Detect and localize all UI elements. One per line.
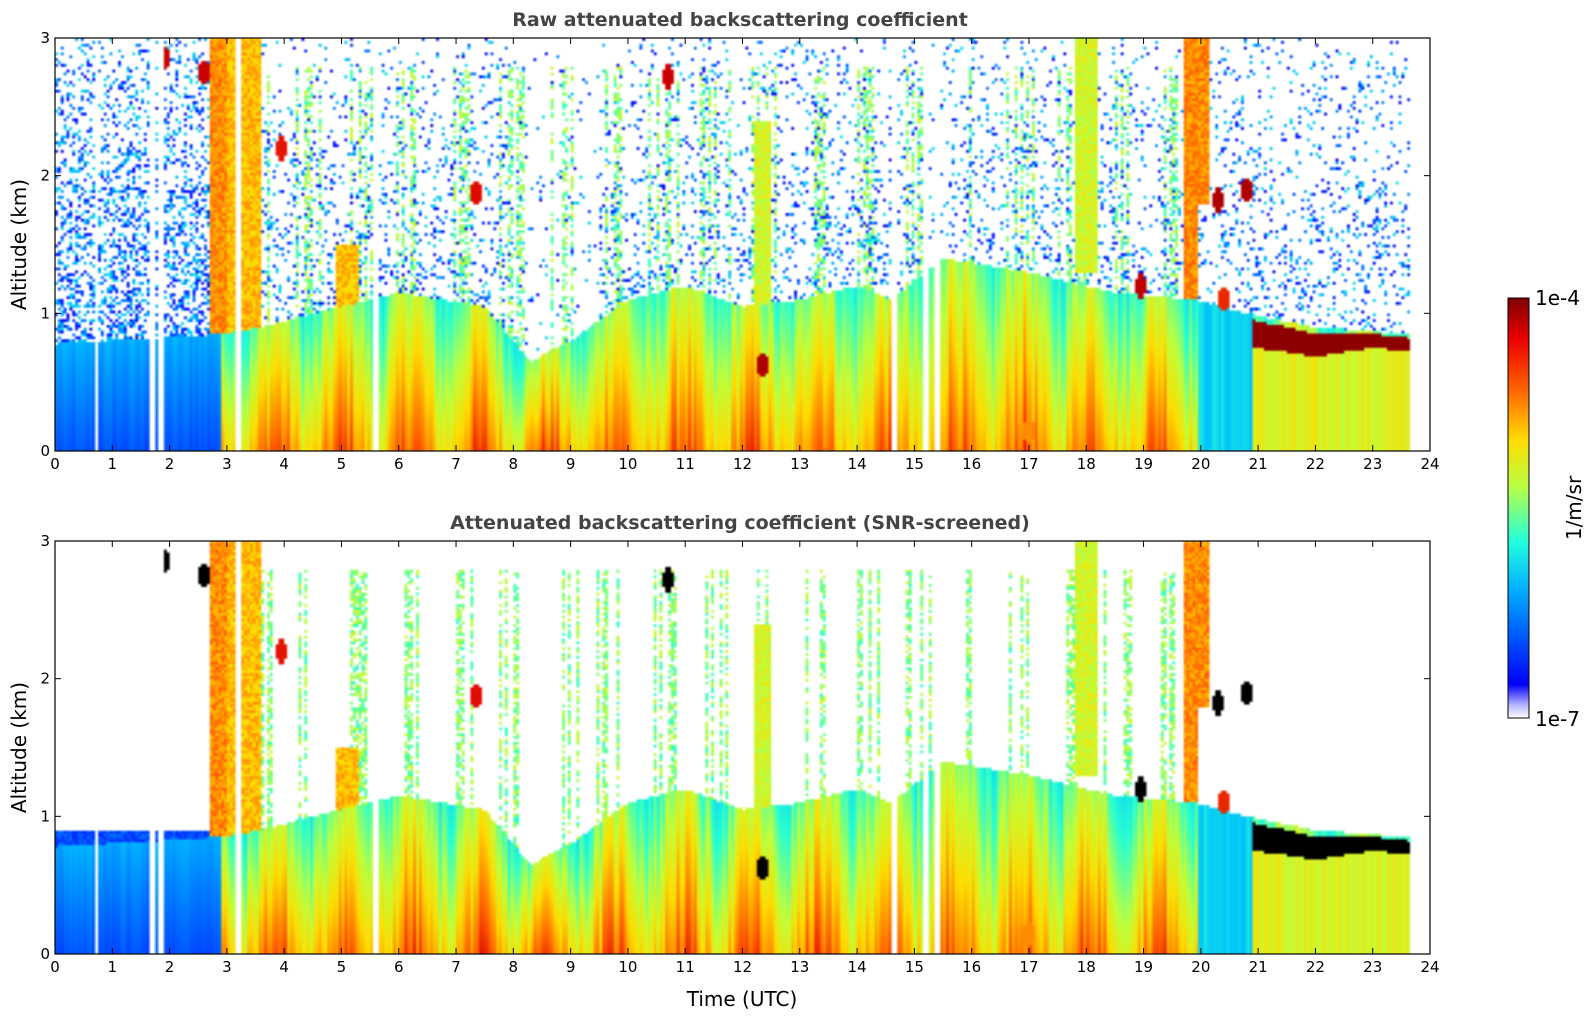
x-tick-label: 4 — [279, 455, 289, 473]
x-tick-label: 15 — [905, 958, 924, 976]
x-tick-label: 9 — [566, 455, 576, 473]
x-tick-label: 14 — [848, 958, 867, 976]
x-tick-label: 16 — [962, 958, 981, 976]
colorbar-min-label: 1e-7 — [1535, 707, 1580, 731]
x-tick-label: 17 — [1019, 958, 1038, 976]
x-tick-label: 12 — [733, 455, 752, 473]
panel-snr-backscatter: Attenuated backscattering coefficient (S… — [7, 512, 1440, 1011]
x-tick-label: 1 — [108, 958, 118, 976]
x-tick-label: 20 — [1191, 455, 1210, 473]
x-tick-label: 19 — [1134, 958, 1153, 976]
x-tick-label: 22 — [1306, 958, 1325, 976]
x-tick-label: 16 — [962, 455, 981, 473]
x-tick-label: 6 — [394, 958, 404, 976]
y-tick-label: 3 — [40, 532, 50, 550]
x-tick-label: 20 — [1191, 958, 1210, 976]
panel-snr-xlabel: Time (UTC) — [686, 987, 798, 1011]
x-tick-label: 1 — [108, 455, 118, 473]
panel-raw-backscatter: Raw attenuated backscattering coefficien… — [7, 9, 1440, 473]
x-tick-label: 24 — [1420, 958, 1439, 976]
x-tick-label: 4 — [279, 958, 289, 976]
x-tick-label: 15 — [905, 455, 924, 473]
x-tick-label: 0 — [50, 455, 60, 473]
x-tick-label: 22 — [1306, 455, 1325, 473]
x-tick-label: 5 — [337, 455, 347, 473]
x-tick-label: 10 — [618, 455, 637, 473]
panel-raw-ylabel: Altitude (km) — [7, 179, 31, 310]
colorbar-max-label: 1e-4 — [1535, 286, 1580, 310]
x-tick-label: 14 — [848, 455, 867, 473]
raw-backscatter-heatmap — [55, 38, 1430, 451]
x-tick-label: 13 — [790, 958, 809, 976]
x-tick-label: 3 — [222, 958, 232, 976]
x-tick-label: 2 — [165, 455, 175, 473]
y-tick-label: 1 — [40, 304, 50, 322]
x-tick-label: 8 — [509, 455, 519, 473]
panel-raw-axes: 0 1 2 3 4 5 6 7 8 9 10 11 12 13 14 15 16 17 18 19 20 21 22 23 24… — [40, 29, 1439, 473]
panel-raw-title: Raw attenuated backscattering coefficien… — [512, 9, 968, 31]
x-tick-label: 3 — [222, 455, 232, 473]
y-tick-label: 2 — [40, 670, 50, 688]
y-tick-label: 0 — [40, 945, 50, 963]
x-tick-label: 23 — [1363, 455, 1382, 473]
x-tick-label: 6 — [394, 455, 404, 473]
panel-snr-axes: 0 1 2 3 4 5 6 7 8 9 10 11 12 13 14 15 16 17 18 19 20 21 22 23 24… — [40, 532, 1439, 976]
x-tick-label: 18 — [1077, 455, 1096, 473]
x-tick-label: 5 — [337, 958, 347, 976]
y-tick-label: 1 — [40, 807, 50, 825]
x-tick-label: 11 — [676, 958, 695, 976]
x-tick-label: 13 — [790, 455, 809, 473]
x-tick-label: 24 — [1420, 455, 1439, 473]
x-tick-label: 7 — [451, 455, 461, 473]
x-tick-label: 0 — [50, 958, 60, 976]
colorbar-gradient — [1507, 297, 1530, 719]
x-tick-label: 8 — [509, 958, 519, 976]
colorbar-label: 1/m/sr — [1562, 475, 1586, 540]
x-tick-label: 21 — [1249, 958, 1268, 976]
x-tick-label: 19 — [1134, 455, 1153, 473]
x-tick-label: 17 — [1019, 455, 1038, 473]
x-tick-label: 10 — [618, 958, 637, 976]
y-tick-label: 2 — [40, 167, 50, 185]
snr-backscatter-heatmap — [55, 541, 1430, 954]
x-tick-label: 9 — [566, 958, 576, 976]
x-tick-label: 11 — [676, 455, 695, 473]
x-tick-label: 12 — [733, 958, 752, 976]
x-tick-label: 23 — [1363, 958, 1382, 976]
x-tick-label: 18 — [1077, 958, 1096, 976]
y-tick-label: 3 — [40, 29, 50, 47]
x-tick-label: 2 — [165, 958, 175, 976]
panel-snr-title: Attenuated backscattering coefficient (S… — [450, 512, 1030, 534]
x-tick-label: 7 — [451, 958, 461, 976]
panel-snr-ylabel: Altitude (km) — [7, 682, 31, 813]
x-tick-label: 21 — [1249, 455, 1268, 473]
colorbar: 1e-4 1e-7 1/m/sr — [1507, 286, 1586, 731]
y-tick-label: 0 — [40, 442, 50, 460]
